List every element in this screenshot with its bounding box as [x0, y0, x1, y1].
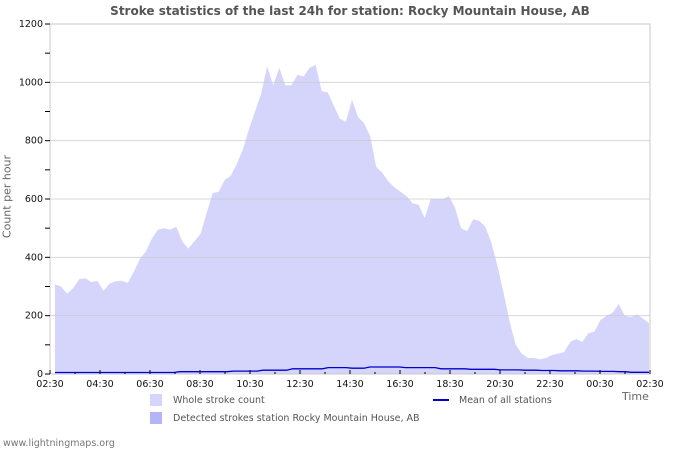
y-tick-label: 200	[25, 311, 43, 322]
x-tick-label: 00:30	[586, 379, 613, 390]
y-tick-label: 1000	[19, 77, 43, 88]
x-tick-label: 20:30	[486, 379, 513, 390]
x-tick-label: 14:30	[336, 379, 363, 390]
x-tick-label: 02:30	[36, 379, 63, 390]
x-tick-label: 02:30	[636, 379, 663, 390]
x-tick-label: 16:30	[386, 379, 413, 390]
x-tick-label: 10:30	[236, 379, 263, 390]
y-tick-label: 400	[25, 252, 43, 263]
y-tick-label: 0	[37, 369, 43, 380]
footer-credit: www.lightningmaps.org	[3, 438, 115, 449]
y-tick-label: 600	[25, 194, 43, 205]
x-tick-label: 06:30	[136, 379, 163, 390]
x-tick-label: 04:30	[86, 379, 113, 390]
x-tick-label: 12:30	[286, 379, 313, 390]
x-tick-label: 08:30	[186, 379, 213, 390]
x-axis-label: Time	[622, 390, 649, 403]
x-tick-label: 22:30	[536, 379, 563, 390]
y-tick-label: 800	[25, 136, 43, 147]
x-tick-label: 18:30	[436, 379, 463, 390]
y-tick-label: 1200	[19, 19, 43, 30]
chart-title: Stroke statistics of the last 24h for st…	[110, 4, 590, 18]
series-area-0	[55, 64, 649, 375]
